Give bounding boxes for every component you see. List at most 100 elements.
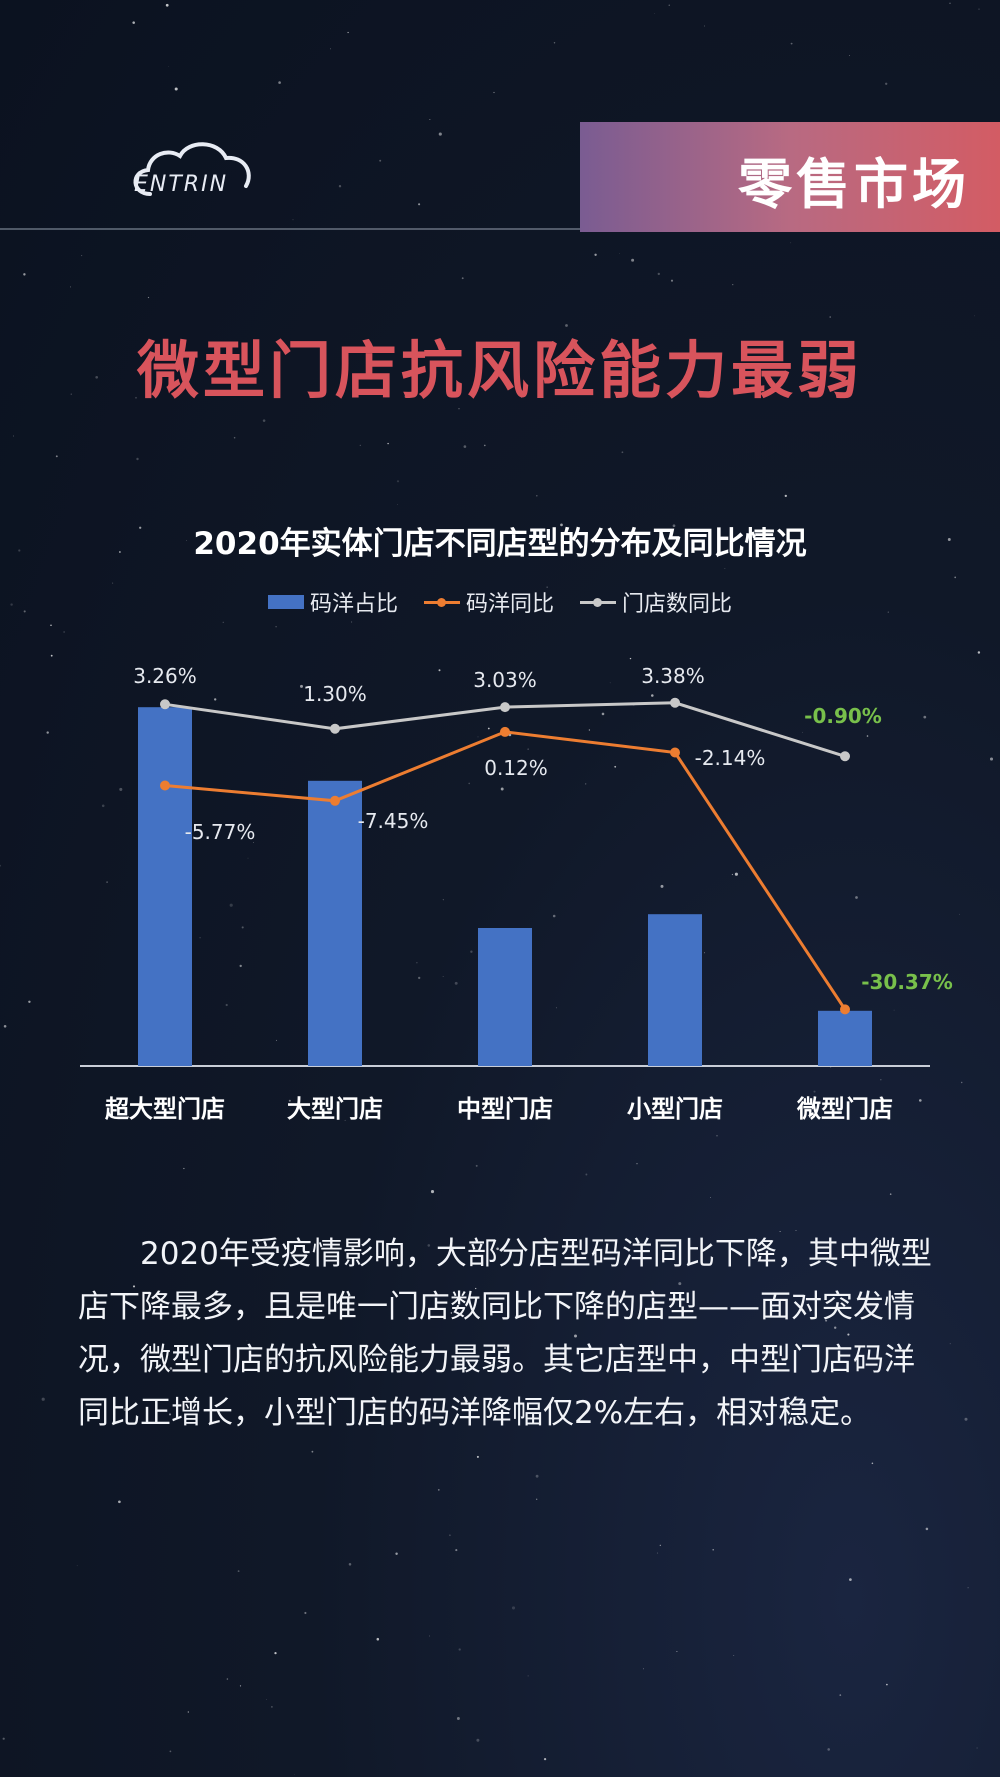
star-dot (241, 926, 244, 929)
star-dot (475, 1164, 478, 1167)
category-label: 微型门店 (796, 1095, 893, 1123)
point-store-yoy-1 (330, 723, 340, 734)
category-label: 小型门店 (627, 1095, 723, 1123)
data-label-sales-yoy: 0.12% (484, 756, 548, 780)
star-dot (404, 395, 406, 398)
star-dot (977, 651, 981, 654)
star-dot (123, 1408, 127, 1411)
star-dot (119, 787, 123, 791)
star-dot (268, 1360, 272, 1364)
star-dot (642, 1668, 644, 1670)
star-dot (536, 495, 538, 497)
star-dot (458, 408, 460, 410)
star-dot (631, 258, 635, 262)
star-dot (304, 1611, 307, 1615)
star-dot (2, 1737, 5, 1740)
star-dot (70, 393, 72, 395)
page-headline: 微型门店抗风险能力最弱 (136, 334, 863, 407)
star-dot (233, 436, 236, 439)
star-dot (225, 1003, 228, 1007)
star-dot (552, 914, 556, 918)
star-dot (949, 2, 951, 5)
star-dot (139, 526, 142, 529)
star-dot (119, 551, 121, 553)
star-dot (183, 1167, 185, 1170)
star-dot (449, 1534, 451, 1537)
star-dot (470, 950, 473, 953)
star-dot (704, 952, 705, 954)
star-dot (50, 624, 52, 626)
bar-3 (648, 914, 702, 1066)
star-dot (949, 1343, 951, 1345)
star-dot (594, 253, 597, 256)
category-label: 大型门店 (287, 1095, 383, 1123)
star-dot (976, 1747, 978, 1749)
star-dot (229, 903, 233, 907)
star-dot (716, 1135, 718, 1137)
star-dot (476, 1455, 479, 1458)
star-dot (50, 654, 53, 657)
star-dot (511, 1606, 516, 1610)
star-dot (351, 621, 353, 623)
star-dot (112, 582, 114, 584)
star-dot (253, 842, 254, 843)
star-dot (553, 42, 556, 44)
cloud-logo-icon (133, 142, 251, 196)
star-dot (670, 279, 674, 282)
data-label-store-yoy: 3.38% (641, 664, 705, 688)
star-dot (455, 1549, 458, 1552)
star-dot (964, 1417, 968, 1421)
point-store-yoy-0 (160, 699, 170, 710)
bar-4 (818, 1010, 872, 1066)
star-dot (978, 8, 980, 10)
point-sales-yoy-0 (160, 780, 170, 791)
star-dot (476, 1738, 480, 1742)
star-dot (169, 1367, 173, 1370)
star-dot (147, 296, 150, 299)
star-dot (125, 1293, 129, 1296)
star-dot (834, 1326, 837, 1329)
star-dot (18, 549, 21, 552)
star-dot (101, 804, 105, 808)
star-dot (132, 1285, 136, 1288)
star-dot (656, 1552, 659, 1554)
star-dot (347, 31, 349, 34)
star-dot (724, 568, 726, 569)
star-dot (829, 316, 831, 318)
star-dot (813, 1090, 816, 1093)
star-dot (46, 731, 49, 734)
star-dot (106, 881, 108, 883)
section-banner (580, 122, 1000, 232)
point-store-yoy-3 (670, 697, 680, 708)
star-dot (187, 1711, 189, 1713)
star-dot (442, 976, 444, 977)
star-dot (70, 286, 71, 288)
star-dot (418, 976, 421, 980)
header-divider (0, 228, 1000, 230)
star-dot (247, 857, 249, 859)
star-dot (456, 1717, 460, 1720)
star-dot (855, 896, 858, 899)
legend-item-sales-yoy: 码洋同比 (423, 586, 554, 618)
star-dot (731, 873, 734, 876)
bar-0 (138, 707, 192, 1066)
star-dot (588, 729, 591, 731)
star-dot (450, 1312, 453, 1314)
star-dot (226, 1678, 229, 1680)
star-dot (654, 13, 655, 15)
star-dot (274, 1651, 277, 1655)
point-store-yoy-2 (500, 702, 510, 713)
star-dot (359, 444, 361, 447)
star-dot (338, 185, 342, 188)
star-dot (239, 964, 242, 968)
star-dot (880, 1079, 882, 1081)
data-label-store-yoy: 3.26% (133, 664, 197, 688)
star-dot (477, 736, 479, 738)
star-dot (887, 611, 889, 613)
star-dot (438, 132, 442, 136)
star-dot (438, 669, 441, 672)
star-dot (925, 1527, 929, 1531)
star-dot (41, 1397, 45, 1401)
star-dot (504, 1346, 507, 1350)
star-dot (712, 1548, 714, 1551)
